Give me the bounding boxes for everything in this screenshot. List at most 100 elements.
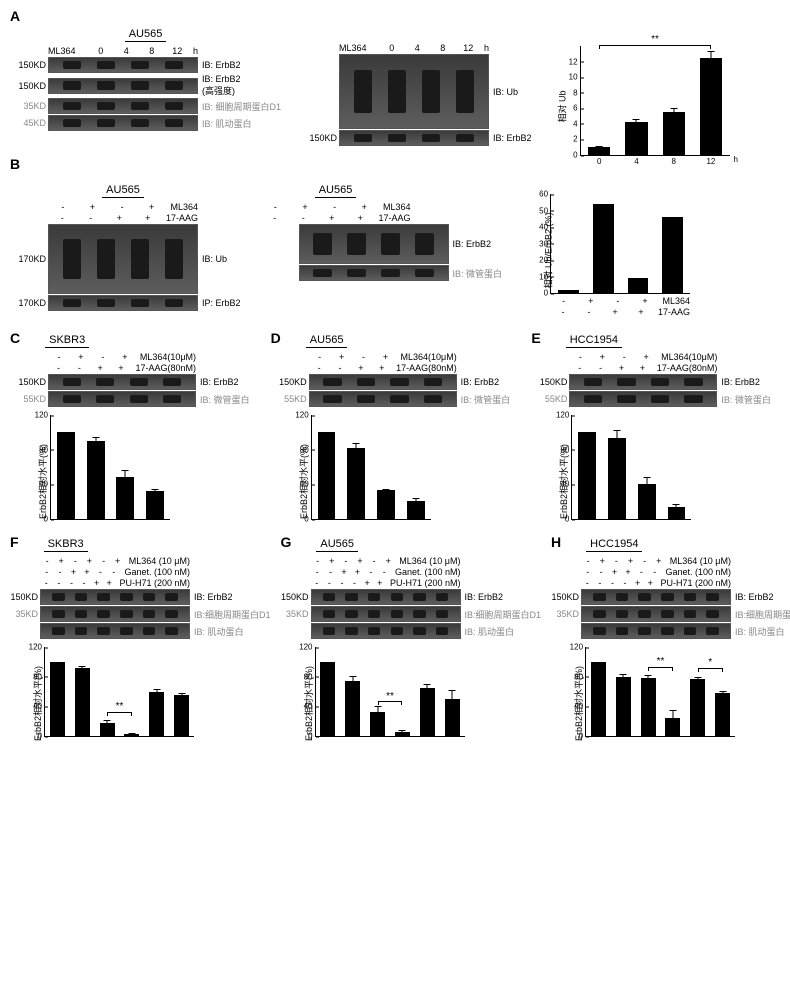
- lane: [131, 239, 150, 280]
- lane: [97, 299, 116, 307]
- error-bar: [636, 119, 637, 125]
- lane: [368, 627, 380, 635]
- lane: [390, 395, 408, 403]
- bar: [320, 662, 335, 736]
- bar-slot: [45, 647, 70, 736]
- lane: [165, 61, 184, 69]
- lane: [593, 610, 605, 618]
- mw-label: 150KD: [10, 377, 48, 387]
- bar-slot: 0: [581, 46, 618, 155]
- mw-label: 35KD: [10, 609, 40, 619]
- y-tick: 80: [33, 672, 45, 681]
- lane: [422, 134, 441, 142]
- blot-row: 55KDIB: 微管蛋白: [271, 391, 520, 407]
- treatment-cell: -: [107, 567, 120, 577]
- blot-label: IB: 微管蛋白: [457, 393, 511, 406]
- lane: [323, 593, 335, 601]
- lane: [323, 627, 335, 635]
- lane: [593, 627, 605, 635]
- panel-a: A AU565 ML364 0 4 8 12 h 150KDIB: ErbB21…: [10, 8, 780, 156]
- treatment-cell: -: [604, 296, 631, 306]
- y-tick: 120: [299, 643, 315, 652]
- treatment-cell: +: [602, 307, 628, 317]
- lane: [617, 378, 635, 386]
- panel-b-chart: 相对 Ub/ErbB2 (%) 0102030405060 -+-+ML364-…: [522, 184, 690, 318]
- cell-line-label: SKBR3: [44, 538, 88, 552]
- blot-image: [299, 224, 449, 264]
- mw-label: 35KD: [281, 609, 311, 619]
- cell-line-label: AU565: [316, 538, 358, 552]
- lane: [313, 269, 332, 277]
- lane: [97, 81, 116, 89]
- lane: [584, 395, 602, 403]
- unit: h: [481, 43, 489, 53]
- treatment-cell: -: [53, 567, 66, 577]
- error-bar: [452, 690, 453, 708]
- bar-slot: [586, 194, 621, 293]
- treatment-cell: -: [68, 556, 82, 566]
- lane: [638, 627, 650, 635]
- error-bar: [672, 710, 673, 726]
- y-tick: 120: [295, 411, 311, 420]
- cell-line-label: AU565: [102, 184, 144, 198]
- lane: [63, 299, 82, 307]
- blot-label: IB: ErbB2: [190, 592, 233, 602]
- blot-image: [48, 57, 198, 73]
- bar: [608, 438, 626, 519]
- error-bar: [427, 684, 428, 691]
- lane: [63, 102, 82, 110]
- blot-row: 35KD IB:细胞周期蛋白D1: [10, 606, 271, 622]
- treatment-cell: -: [48, 352, 70, 362]
- blot-label: IB:细胞周期蛋白D1: [461, 608, 542, 621]
- blot-row: 150KDIB: ErbB2(高强度): [10, 74, 281, 97]
- lane: [436, 627, 448, 635]
- bar: [124, 734, 139, 736]
- sig-label: **: [657, 656, 665, 667]
- blot-row: IB: ErbB2: [261, 224, 503, 264]
- treatment-cell: +: [371, 363, 392, 373]
- mw-label: 170KD: [10, 254, 48, 264]
- y-tick: 6: [573, 104, 580, 113]
- bar-slot: [586, 647, 611, 736]
- blot-label: IB:细胞周期蛋白D1: [190, 608, 271, 621]
- cell-line-label: AU565: [125, 28, 167, 42]
- treatment-cell: +: [111, 363, 132, 373]
- error-bar: [131, 733, 132, 734]
- treatment-cell: -: [569, 363, 590, 373]
- treatment-name: 17-AAG(80nM): [132, 363, 197, 373]
- treatment-cell: -: [638, 556, 652, 566]
- y-tick: 120: [35, 411, 51, 420]
- blot-label: IB: 肌动蛋白: [731, 625, 785, 638]
- treatment-cell: -: [594, 567, 607, 577]
- treatment-name: 17-AAG(80nM): [653, 363, 718, 373]
- panel-letter: F: [10, 534, 19, 550]
- x-tick: 8: [671, 155, 675, 166]
- lane: [323, 610, 335, 618]
- treatment-cell: -: [648, 567, 661, 577]
- y-tick: 20: [539, 256, 551, 265]
- lane: [97, 610, 109, 618]
- tx-label: ML364: [48, 46, 88, 56]
- error-bar: [95, 437, 96, 446]
- treatment-name: ML364: [167, 202, 199, 212]
- treatment-name: ML364 (10 μM): [395, 556, 460, 566]
- blot-image: [48, 224, 198, 294]
- x-unit: h: [730, 155, 738, 164]
- treatment-cell: +: [290, 202, 320, 212]
- treatment-name: ML364 (10 μM): [666, 556, 731, 566]
- lane: [616, 627, 628, 635]
- bar: [149, 692, 164, 737]
- treatment-cell: +: [373, 578, 386, 588]
- blot-row: 35KD IB:细胞周期蛋白D1: [281, 606, 542, 622]
- panel-f: FSKBR3-+-+-+ML364 (10 μM)--++--Ganet. (1…: [10, 534, 271, 737]
- lane: [357, 378, 375, 386]
- treatment-cell: +: [111, 556, 125, 566]
- error-bar: [646, 477, 647, 491]
- treatment-cell: +: [105, 213, 134, 223]
- bar: [345, 681, 360, 736]
- treatment-cell: -: [590, 363, 611, 373]
- blot-row: IB: 肌动蛋白: [10, 623, 271, 639]
- treatment-name: Ganet. (100 nM): [661, 567, 731, 577]
- lane: [391, 627, 403, 635]
- bar-slot: [551, 194, 586, 293]
